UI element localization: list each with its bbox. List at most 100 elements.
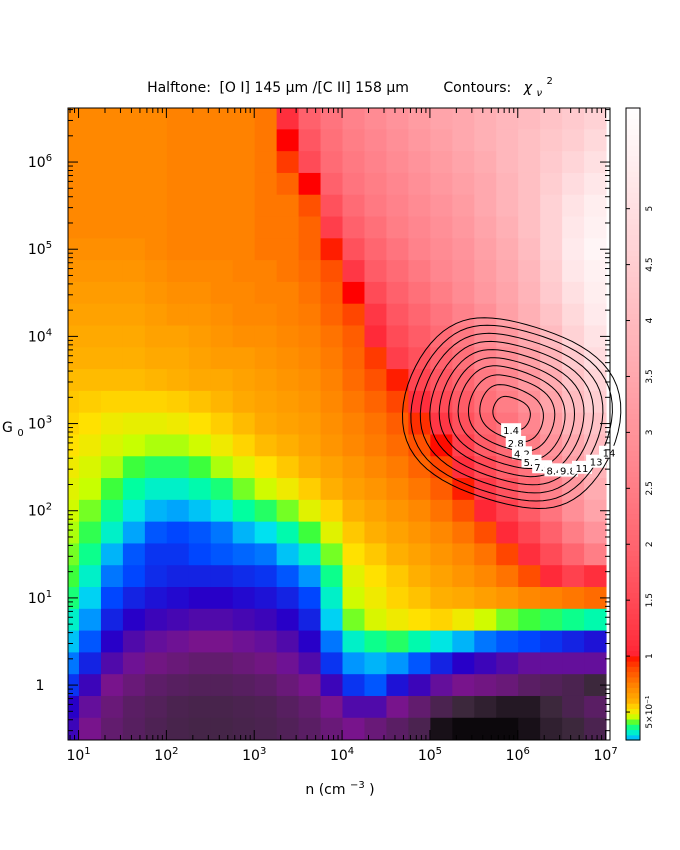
heatmap-cell [210, 521, 234, 544]
y-axis-label-text: G [2, 420, 13, 436]
heatmap-cell [364, 630, 387, 653]
heatmap-cell [430, 238, 453, 261]
heatmap-cell [386, 260, 409, 283]
colorbar-segment [626, 208, 640, 214]
heatmap-cell [430, 412, 453, 435]
heatmap-cell [68, 652, 80, 675]
heatmap-cell [276, 565, 300, 588]
colorbar-segment [626, 323, 640, 330]
contour-label: 5.6 [524, 458, 540, 469]
heatmap-cell [496, 129, 519, 152]
colorbar-segment [626, 129, 640, 135]
heatmap-cell [78, 369, 102, 392]
heatmap-cell [496, 695, 519, 719]
heatmap-cell [298, 456, 322, 479]
heatmap-cell [364, 521, 387, 544]
heatmap-cell [188, 587, 212, 610]
colorbar-segment [626, 429, 640, 436]
heatmap-cell [122, 695, 146, 719]
colorbar-segment [626, 539, 640, 546]
heatmap-cell [166, 151, 190, 174]
heatmap-cell [540, 630, 563, 653]
heatmap-cell [562, 325, 585, 348]
colorbar-segment [626, 650, 640, 657]
heatmap-cell [562, 717, 585, 741]
heatmap-cell [430, 216, 453, 239]
heatmap-cell [188, 390, 212, 414]
heatmap-cell [166, 412, 190, 435]
heatmap-cell [408, 674, 431, 697]
colorbar-segment [626, 350, 640, 357]
heatmap-cell [188, 129, 212, 152]
heatmap-cell [78, 260, 102, 283]
heatmap-cell [188, 108, 212, 130]
heatmap-cell [210, 172, 234, 196]
heatmap-cell [298, 717, 322, 741]
heatmap-cell [144, 194, 168, 218]
colorbar-segment [626, 676, 640, 683]
heatmap-cell [518, 303, 541, 326]
heatmap-cell [430, 369, 453, 392]
heatmap-cell [320, 347, 344, 370]
contour-label: 7.0 [534, 463, 550, 474]
heatmap-cell [518, 674, 541, 697]
heatmap-cell [562, 108, 585, 130]
heatmap-cell [276, 630, 300, 653]
colorbar-segment [626, 576, 640, 583]
heatmap-cell [342, 587, 365, 610]
contour-label-bg [505, 435, 526, 449]
heatmap-cell [474, 172, 497, 196]
heatmap-cell [144, 630, 168, 653]
colorbar-segment [626, 587, 640, 594]
heatmap-cell [342, 630, 365, 653]
heatmap-cell [254, 194, 278, 218]
heatmap-cell [364, 325, 387, 348]
colorbar-segment [626, 571, 640, 578]
heatmap-cell [276, 674, 300, 697]
heatmap-cell [210, 499, 234, 523]
heatmap-cell [298, 238, 322, 261]
heatmap-cell [298, 129, 322, 152]
heatmap-cell [474, 281, 497, 305]
colorbar-segment [626, 713, 640, 720]
heatmap-cell [144, 652, 168, 675]
heatmap-cell [298, 303, 322, 326]
heatmap-cell [430, 108, 453, 130]
heatmap-cell [540, 129, 563, 152]
heatmap-cell [298, 347, 322, 370]
heatmap-cell [254, 587, 278, 610]
colorbar-label: 5×10⁻¹ [645, 695, 655, 728]
colorbar-segment [626, 718, 640, 725]
heatmap-cell [496, 630, 519, 653]
heatmap-cell [408, 434, 431, 457]
heatmap-cell [68, 303, 80, 326]
heatmap-cell [430, 630, 453, 653]
heatmap-cell [78, 587, 102, 610]
heatmap-cell [540, 608, 563, 632]
heatmap-cell [68, 521, 80, 544]
heatmap-cell [518, 108, 541, 130]
heatmap-cell [144, 674, 168, 697]
heatmap-cell [562, 281, 585, 305]
heatmap-cell [166, 478, 190, 501]
heatmap-cell [496, 456, 519, 479]
heatmap-cell [166, 194, 190, 218]
heatmap-cell [232, 478, 256, 501]
heatmap-cell [232, 630, 256, 653]
heatmap-cell [122, 456, 146, 479]
heatmap-cell [122, 151, 146, 174]
heatmap-cell [100, 565, 124, 588]
heatmap-cell [144, 565, 168, 588]
heatmap-cell [562, 303, 585, 326]
heatmap-cell [386, 478, 409, 501]
heatmap-cell [584, 674, 607, 697]
colorbar-segment [626, 624, 640, 630]
heatmap-cell [518, 543, 541, 566]
heatmap-cell [68, 478, 80, 501]
heatmap-cell [254, 652, 278, 675]
heatmap-cell [144, 390, 168, 414]
heatmap-cell [122, 172, 146, 196]
heatmap-cell [232, 695, 256, 719]
contour-label-bg [501, 423, 522, 437]
heatmap-cell [232, 456, 256, 479]
